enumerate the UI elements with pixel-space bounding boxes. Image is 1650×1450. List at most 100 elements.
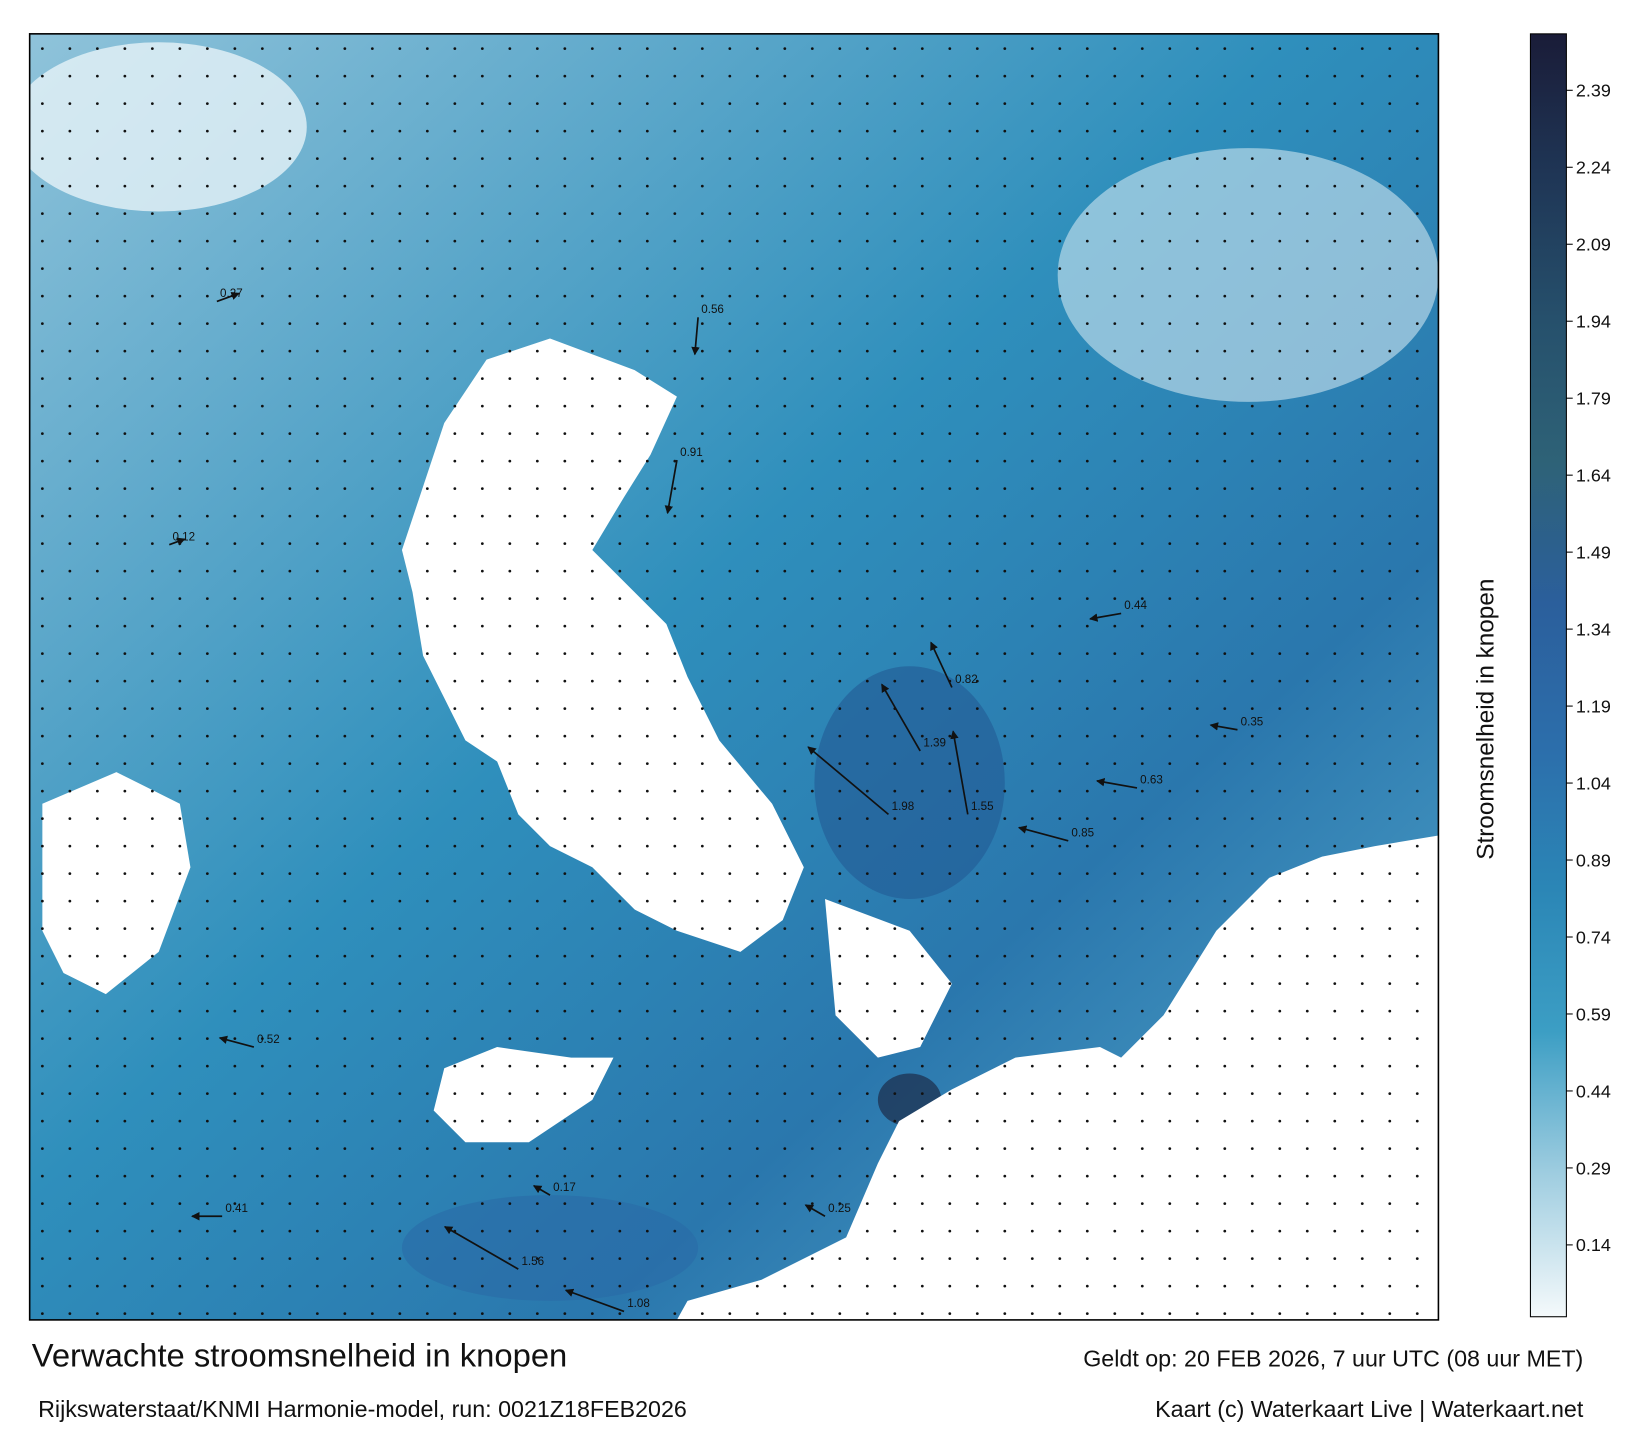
grid-dot	[480, 404, 484, 408]
grid-dot	[40, 322, 44, 326]
grid-dot	[920, 514, 924, 518]
grid-dot	[673, 184, 677, 188]
grid-dot	[755, 569, 759, 573]
grid-dot	[315, 322, 319, 326]
grid-dot	[1003, 679, 1007, 683]
grid-dot	[618, 1229, 622, 1233]
grid-dot	[150, 707, 154, 710]
grid-dot	[535, 377, 539, 381]
grid-dot	[150, 1009, 154, 1013]
grid-dot	[1278, 294, 1282, 298]
grid-dot	[480, 514, 484, 518]
grid-dot	[1388, 459, 1392, 463]
grid-dot	[975, 1229, 979, 1233]
grid-dot	[1250, 1284, 1254, 1288]
grid-dot	[755, 349, 759, 353]
grid-dot	[1278, 789, 1282, 793]
grid-dot	[425, 1202, 429, 1205]
grid-dot	[68, 1037, 72, 1040]
grid-dot	[1305, 404, 1309, 408]
grid-dot	[975, 1312, 979, 1315]
grid-dot	[563, 1229, 567, 1233]
grid-dot	[618, 1064, 622, 1068]
grid-dot	[755, 432, 759, 436]
grid-dot	[178, 74, 182, 78]
grid-dot	[1333, 1147, 1337, 1150]
grid-dot	[288, 1119, 292, 1123]
grid-dot	[425, 1119, 429, 1123]
grid-dot	[975, 1037, 979, 1040]
grid-dot	[1030, 762, 1034, 765]
colorbar-tick-label: 2.24	[1576, 158, 1611, 178]
grid-dot	[1168, 762, 1172, 765]
grid-dot	[1113, 1009, 1117, 1013]
grid-dot	[233, 789, 237, 793]
grid-dot	[508, 597, 512, 600]
grid-dot	[920, 47, 924, 51]
grid-dot	[178, 1037, 182, 1040]
grid-dot	[673, 1312, 677, 1315]
grid-dot	[1058, 1174, 1062, 1178]
grid-dot	[783, 239, 787, 243]
grid-dot	[205, 1037, 209, 1040]
grid-dot	[1278, 652, 1282, 655]
grid-dot	[535, 762, 539, 765]
grid-dot	[975, 762, 979, 765]
grid-dot	[68, 872, 72, 875]
grid-dot	[1003, 1257, 1007, 1260]
grid-dot	[1140, 1174, 1144, 1178]
grid-dot	[755, 982, 759, 985]
grid-dot	[1250, 377, 1254, 381]
grid-dot	[1113, 322, 1117, 326]
grid-dot	[508, 1229, 512, 1233]
grid-dot	[370, 459, 374, 463]
grid-dot	[370, 789, 374, 793]
grid-dot	[975, 899, 979, 903]
grid-dot	[425, 1257, 429, 1260]
grid-dot	[728, 734, 732, 738]
grid-dot	[370, 1037, 374, 1040]
grid-dot	[1388, 1064, 1392, 1068]
grid-dot	[315, 1092, 319, 1095]
speed-label: 0.27	[220, 287, 243, 300]
grid-dot	[563, 954, 567, 958]
grid-dot	[508, 1092, 512, 1095]
grid-dot	[205, 542, 209, 545]
grid-dot	[68, 1064, 72, 1068]
grid-dot	[343, 349, 347, 353]
grid-dot	[673, 1119, 677, 1123]
grid-dot	[1085, 74, 1089, 78]
grid-dot	[618, 239, 622, 243]
grid-dot	[1250, 872, 1254, 875]
grid-dot	[95, 1257, 99, 1260]
grid-dot	[1058, 212, 1062, 216]
grid-dot	[1058, 1064, 1062, 1068]
grid-dot	[343, 184, 347, 188]
grid-dot	[838, 102, 842, 106]
grid-dot	[260, 652, 264, 655]
grid-dot	[618, 624, 622, 628]
grid-dot	[893, 927, 897, 930]
grid-dot	[1030, 872, 1034, 875]
grid-dot	[563, 734, 567, 738]
grid-dot	[150, 1312, 154, 1315]
grid-dot	[1140, 679, 1144, 683]
grid-dot	[645, 872, 649, 875]
grid-dot	[975, 1257, 979, 1260]
grid-dot	[453, 899, 457, 903]
grid-dot	[865, 1064, 869, 1068]
grid-dot	[755, 679, 759, 683]
grid-dot	[40, 432, 44, 436]
grid-dot	[315, 844, 319, 848]
grid-dot	[288, 734, 292, 738]
grid-dot	[1168, 844, 1172, 848]
grid-dot	[865, 74, 869, 78]
grid-dot	[343, 707, 347, 710]
grid-dot	[1085, 1147, 1089, 1150]
grid-dot	[508, 184, 512, 188]
grid-dot	[1360, 927, 1364, 930]
grid-dot	[260, 1064, 264, 1068]
grid-dot	[728, 239, 732, 243]
grid-dot	[535, 899, 539, 903]
